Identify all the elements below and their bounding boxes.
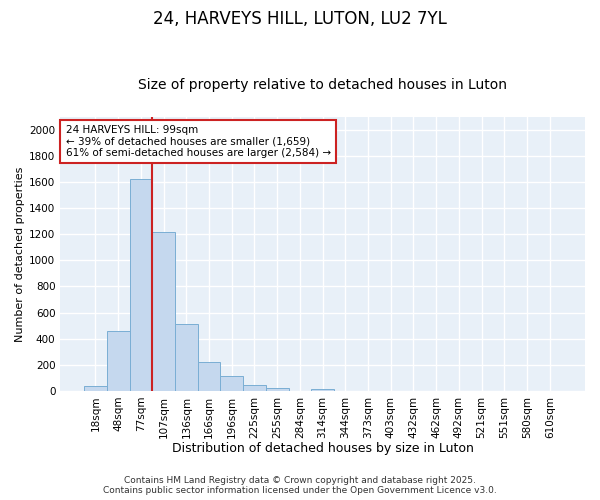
Bar	[266, 388, 289, 391]
Bar	[220, 376, 243, 391]
Text: 24 HARVEYS HILL: 99sqm
← 39% of detached houses are smaller (1,659)
61% of semi-: 24 HARVEYS HILL: 99sqm ← 39% of detached…	[65, 125, 331, 158]
Text: 24, HARVEYS HILL, LUTON, LU2 7YL: 24, HARVEYS HILL, LUTON, LU2 7YL	[153, 10, 447, 28]
Bar	[175, 324, 198, 391]
X-axis label: Distribution of detached houses by size in Luton: Distribution of detached houses by size …	[172, 442, 473, 455]
Title: Size of property relative to detached houses in Luton: Size of property relative to detached ho…	[138, 78, 507, 92]
Bar	[311, 389, 334, 391]
Y-axis label: Number of detached properties: Number of detached properties	[15, 166, 25, 342]
Bar	[130, 180, 152, 391]
Bar	[107, 331, 130, 391]
Bar	[198, 362, 220, 391]
Text: Contains HM Land Registry data © Crown copyright and database right 2025.
Contai: Contains HM Land Registry data © Crown c…	[103, 476, 497, 495]
Bar	[84, 386, 107, 391]
Bar	[152, 232, 175, 391]
Bar	[243, 385, 266, 391]
